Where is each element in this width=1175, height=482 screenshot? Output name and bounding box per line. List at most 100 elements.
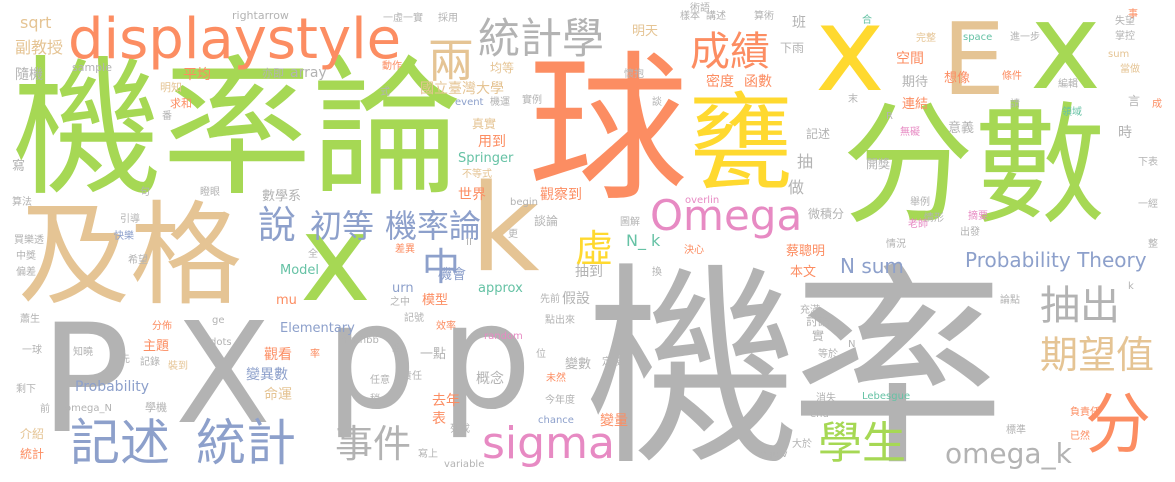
cloud-word: sample bbox=[72, 61, 112, 74]
cloud-word: 編輯 bbox=[1058, 79, 1078, 90]
cloud-word: 責任 bbox=[402, 371, 422, 382]
cloud-word: urn bbox=[392, 281, 414, 296]
cloud-word: 密度 bbox=[706, 74, 734, 90]
cloud-word: 變異數 bbox=[246, 367, 288, 383]
cloud-word: X bbox=[175, 293, 271, 456]
cloud-word: 主題 bbox=[143, 339, 170, 354]
cloud-word: 連結 bbox=[902, 97, 929, 112]
cloud-word: 更 bbox=[508, 229, 518, 240]
cloud-word: P bbox=[40, 293, 131, 467]
cloud-word: Elementary bbox=[280, 321, 355, 336]
cloud-word: sum bbox=[1108, 49, 1130, 60]
cloud-word: mu bbox=[276, 293, 297, 308]
cloud-word: 期待 bbox=[902, 75, 929, 90]
cloud-word: 率 bbox=[310, 349, 320, 360]
cloud-word: x bbox=[815, 0, 885, 118]
cloud-word: 一經 bbox=[1138, 199, 1158, 210]
cloud-word: 出發 bbox=[960, 227, 980, 238]
cloud-word: variable bbox=[444, 459, 485, 470]
cloud-word: 觀察到 bbox=[540, 187, 582, 203]
cloud-word: array bbox=[290, 65, 327, 81]
cloud-word: 決心 bbox=[684, 245, 704, 256]
cloud-word: 說 bbox=[258, 203, 297, 247]
cloud-word: 用到 bbox=[478, 134, 506, 150]
cloud-word: 副教授 bbox=[15, 38, 64, 57]
cloud-word: 點出來 bbox=[545, 315, 575, 326]
cloud-word: 希望 bbox=[128, 255, 148, 266]
cloud-word: space bbox=[963, 32, 993, 43]
cloud-word: 初等 bbox=[310, 207, 375, 245]
cloud-word: 數學系 bbox=[262, 189, 302, 204]
cloud-word: 變數 bbox=[565, 357, 592, 372]
cloud-word: 明知 bbox=[160, 81, 182, 94]
cloud-word: 動作 bbox=[382, 61, 402, 72]
cloud-word: 蕭生 bbox=[20, 314, 40, 325]
cloud-word: displaystyle bbox=[68, 7, 402, 72]
cloud-word: 記號 bbox=[404, 313, 424, 324]
cloud-word: 寫 bbox=[12, 159, 26, 174]
cloud-word: 中 bbox=[422, 245, 461, 289]
cloud-word: 負責任 bbox=[1070, 407, 1100, 418]
cloud-word: 中獎 bbox=[16, 251, 36, 262]
cloud-word: 合 bbox=[862, 15, 872, 26]
cloud-word: 句 bbox=[140, 187, 150, 198]
cloud-word: 開獎 bbox=[866, 157, 891, 171]
cloud-word: 今年度 bbox=[545, 395, 575, 406]
cloud-word: 分 bbox=[1085, 386, 1151, 463]
cloud-word: 班 bbox=[792, 15, 806, 31]
cloud-word: 知曉 bbox=[73, 347, 93, 358]
cloud-word: 記述 bbox=[806, 127, 831, 141]
cloud-word: 命運 bbox=[264, 387, 292, 403]
cloud-word: 機 bbox=[585, 244, 800, 482]
cloud-word: II bbox=[466, 237, 472, 248]
cloud-word: 整 bbox=[1148, 239, 1158, 250]
cloud-word: 論點 bbox=[1000, 295, 1020, 306]
cloud-word: 一點 bbox=[420, 347, 447, 362]
cloud-word: 機率論 bbox=[385, 207, 482, 245]
cloud-word: 函數 bbox=[744, 74, 772, 90]
cloud-word: 講述 bbox=[706, 11, 726, 22]
cloud-word: sqrt bbox=[20, 13, 52, 32]
cloud-word: 瞪眼 bbox=[200, 187, 220, 198]
cloud-word: 求和 bbox=[170, 97, 192, 110]
cloud-word: 實 bbox=[812, 329, 825, 343]
cloud-word: 分數 bbox=[842, 89, 1106, 243]
cloud-word: 機率論 bbox=[12, 43, 463, 217]
cloud-word: 世界 bbox=[458, 187, 486, 203]
cloud-word: 亦即 bbox=[262, 67, 284, 80]
cloud-word: 條件 bbox=[1002, 71, 1022, 82]
cloud-word: 球 bbox=[528, 36, 689, 223]
cloud-word: random bbox=[484, 331, 523, 342]
cloud-word: 消失 bbox=[816, 393, 836, 404]
cloud-word: 快樂 bbox=[114, 231, 134, 242]
cloud-word: 事 bbox=[1128, 9, 1138, 20]
cloud-word: 失望 bbox=[1115, 16, 1135, 27]
cloud-word: 稍 bbox=[370, 394, 380, 405]
cloud-word: 變量 bbox=[600, 413, 628, 429]
cloud-word: 任意 bbox=[370, 375, 390, 386]
cloud-word: 先 bbox=[120, 354, 130, 365]
cloud-word: 老師 bbox=[908, 219, 928, 230]
cloud-word: equiv bbox=[760, 449, 788, 460]
cloud-word: 前 bbox=[40, 404, 50, 415]
cloud-word: 寫上 bbox=[418, 449, 438, 460]
cloud-word: N bbox=[848, 339, 856, 350]
cloud-word: 兩 bbox=[428, 34, 474, 88]
cloud-word: Springer bbox=[458, 151, 514, 166]
cloud-word: ge bbox=[212, 315, 225, 326]
cloud-word: 舉例 bbox=[910, 197, 930, 208]
cloud-word: rightarrow bbox=[232, 9, 289, 22]
cloud-word: N sum bbox=[840, 254, 904, 278]
cloud-word: 介紹 bbox=[20, 427, 45, 441]
cloud-word: 抽到 bbox=[575, 264, 603, 280]
cloud-word: 統計 bbox=[196, 414, 296, 472]
cloud-word: 掌控 bbox=[1115, 31, 1135, 42]
cloud-word: 真實 bbox=[472, 117, 497, 131]
cloud-word: 明天 bbox=[632, 24, 659, 39]
cloud-word: 抽 bbox=[797, 152, 814, 171]
cloud-word: 樣本 bbox=[680, 11, 700, 22]
cloud-word: 觀看 bbox=[264, 347, 292, 363]
cloud-word: 領域 bbox=[1062, 107, 1082, 118]
cloud-word: event bbox=[455, 97, 484, 108]
cloud-word: overlin bbox=[685, 195, 720, 206]
